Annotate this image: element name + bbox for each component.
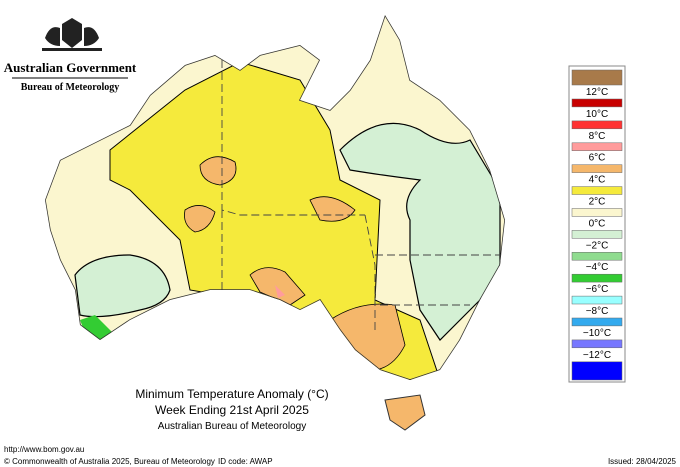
government-name: Australian Government (4, 60, 137, 75)
legend-swatch (571, 98, 623, 108)
legend-swatch (571, 273, 623, 283)
legend-label: −6°C (586, 284, 609, 295)
copyright: © Commonwealth of Australia 2025, Bureau… (4, 457, 215, 466)
legend-label: 8°C (589, 131, 606, 142)
legend-label: −12°C (583, 350, 611, 361)
legend-swatch (571, 252, 623, 261)
legend-swatch (571, 142, 623, 151)
legend-swatch (571, 317, 623, 327)
legend-swatch (571, 164, 623, 173)
legend-label: 12°C (586, 87, 608, 98)
map-source: Australian Bureau of Meteorology (158, 421, 306, 432)
issued-date: Issued: 28/04/2025 (608, 457, 677, 466)
legend-swatch (571, 69, 623, 86)
legend-swatch (571, 120, 623, 130)
legend-label: −10°C (583, 328, 611, 339)
url: http://www.bom.gov.au (4, 445, 84, 454)
map-title: Minimum Temperature Anomaly (°C) (135, 387, 328, 401)
emblem (42, 18, 102, 51)
tasmania (384, 394, 426, 431)
map-subtitle: Week Ending 21st April 2025 (155, 403, 309, 417)
legend-label: −2°C (586, 240, 609, 251)
legend-swatch (571, 339, 623, 349)
legend: 12°C 10°C 8°C 6°C 4°C 2°C 0°C −2°C −4°C −6°C −8°C −… (571, 69, 623, 381)
legend-label: −4°C (586, 262, 609, 273)
legend-swatch (571, 208, 623, 217)
legend-label: 0°C (589, 218, 606, 229)
legend-label: 6°C (589, 153, 606, 164)
legend-swatch (571, 186, 623, 195)
legend-label: 4°C (589, 175, 606, 186)
legend-swatch (571, 295, 623, 305)
bureau-name: Bureau of Meteorology (21, 82, 120, 93)
legend-label: 2°C (589, 197, 606, 208)
legend-swatch (571, 361, 623, 381)
legend-label: −8°C (586, 306, 609, 317)
id-code: ID code: AWAP (218, 457, 273, 466)
legend-swatch (571, 230, 623, 239)
legend-label: 10°C (586, 109, 608, 120)
legend-frame (568, 65, 626, 383)
